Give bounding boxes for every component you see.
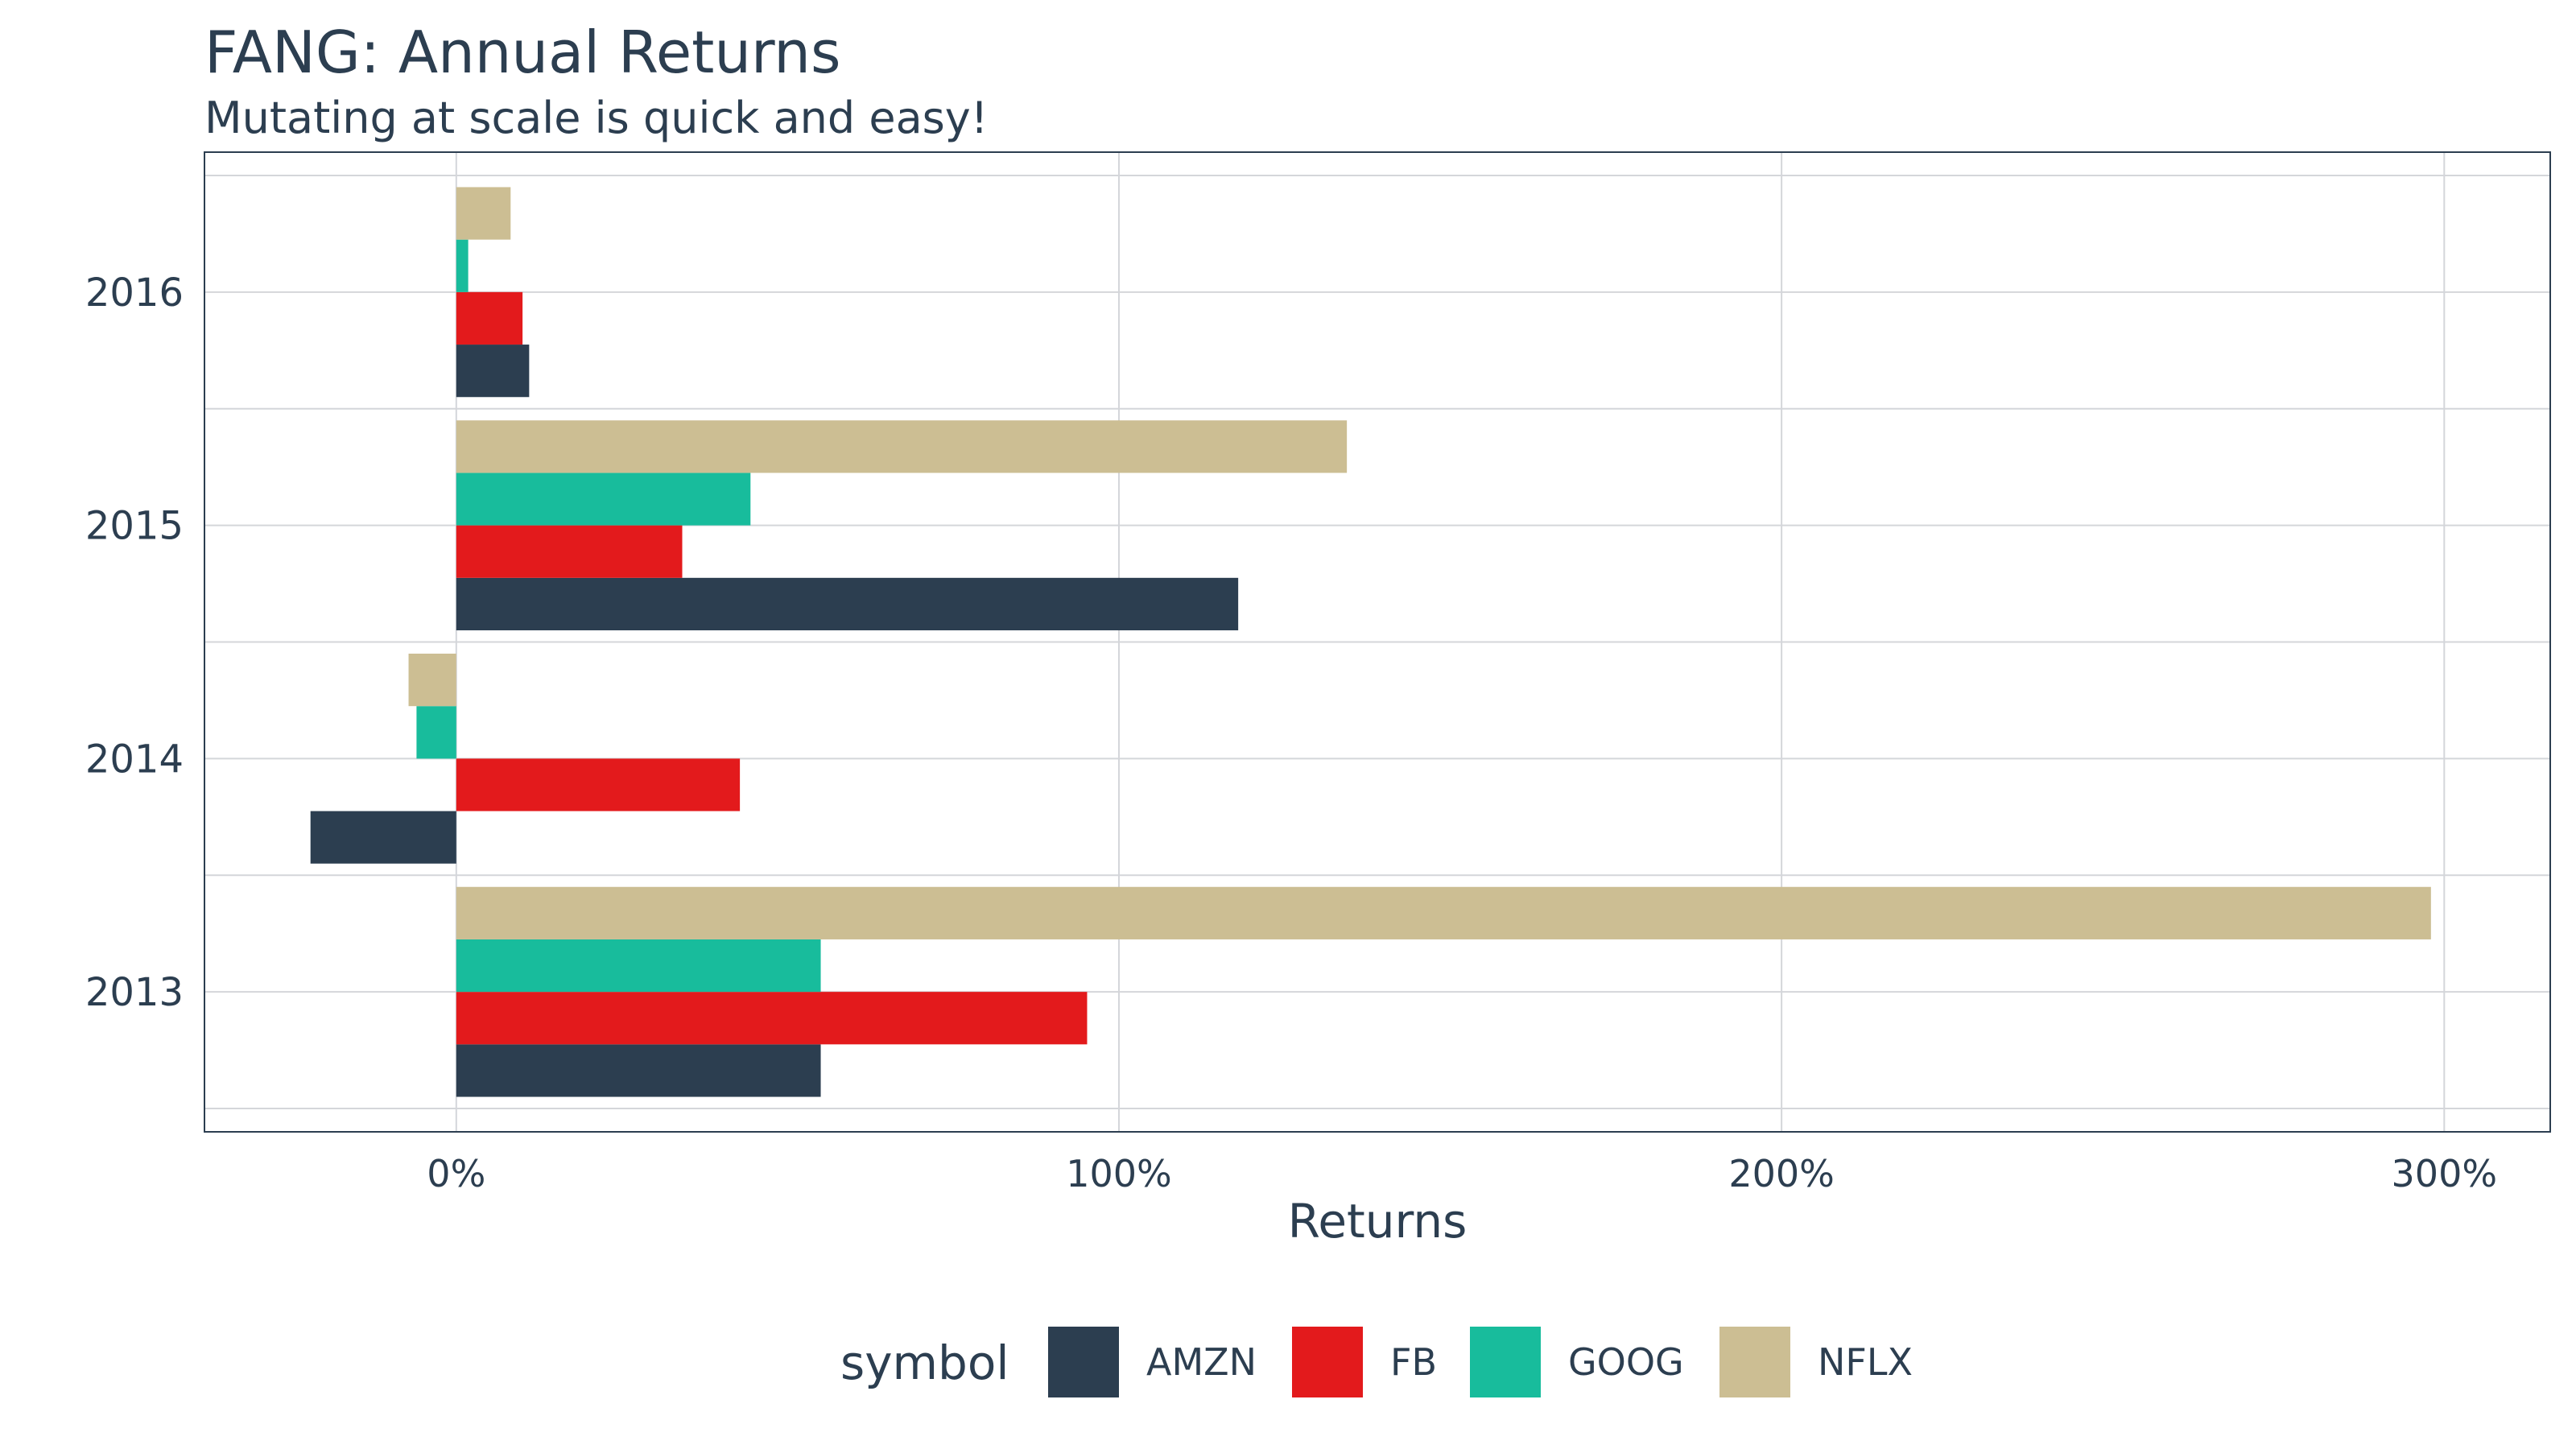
bar-amzn-2014 — [310, 811, 456, 864]
legend-swatch-amzn — [1048, 1327, 1119, 1397]
legend-label-amzn: AMZN — [1146, 1340, 1257, 1384]
y-tick-label-2016: 2016 — [85, 270, 184, 316]
bar-fb-2016 — [456, 291, 523, 345]
bar-nflx-2016 — [456, 187, 511, 240]
bar-nflx-2013 — [456, 886, 2431, 939]
legend-label-fb: FB — [1390, 1340, 1437, 1384]
bar-goog-2013 — [456, 939, 821, 993]
bars — [310, 187, 2431, 1097]
legend-title: symbol — [840, 1335, 1009, 1390]
y-tick-label-2014: 2014 — [85, 737, 184, 782]
x-tick-label: 200% — [1728, 1152, 1835, 1195]
bar-nflx-2014 — [408, 653, 456, 707]
x-tick-label: 300% — [2392, 1152, 2498, 1195]
bar-fb-2015 — [456, 525, 683, 578]
y-tick-labels: 2013 2014 2015 2016 — [85, 270, 184, 1015]
x-tick-labels: 0% 100% 200% 300% — [427, 1152, 2497, 1195]
legend-label-goog: GOOG — [1568, 1340, 1684, 1384]
chart-subtitle: Mutating at scale is quick and easy! — [204, 93, 989, 143]
panel-border — [204, 151, 2551, 1133]
bar-fb-2013 — [456, 992, 1088, 1045]
bar-amzn-2016 — [456, 345, 530, 398]
legend-swatch-goog — [1470, 1327, 1541, 1397]
bar-goog-2016 — [456, 239, 469, 292]
chart-title: FANG: Annual Returns — [204, 19, 841, 86]
bar-amzn-2013 — [456, 1044, 821, 1097]
x-tick-label: 0% — [427, 1152, 485, 1195]
x-tick-label: 100% — [1066, 1152, 1172, 1195]
y-tick-label-2015: 2015 — [85, 504, 184, 549]
bar-goog-2015 — [456, 473, 751, 526]
bar-fb-2014 — [456, 758, 741, 811]
bar-amzn-2015 — [456, 577, 1239, 631]
bar-goog-2014 — [416, 706, 456, 759]
x-axis-title: Returns — [1288, 1194, 1468, 1249]
y-tick-label-2013: 2013 — [85, 970, 184, 1015]
bar-nflx-2015 — [456, 420, 1348, 473]
legend: symbol AMZN FB GOOG NFLX — [840, 1327, 1913, 1397]
legend-label-nflx: NFLX — [1818, 1340, 1913, 1384]
legend-swatch-nflx — [1719, 1327, 1790, 1397]
grid — [204, 152, 2550, 1132]
legend-swatch-fb — [1292, 1327, 1363, 1397]
